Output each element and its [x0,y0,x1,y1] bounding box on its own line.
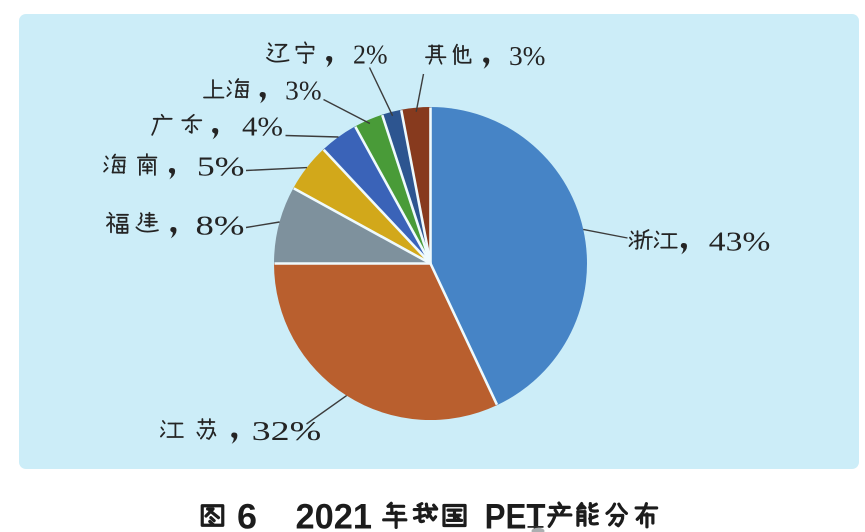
svg-text:3%: 3% [285,76,321,106]
svg-text:2%: 2% [353,40,388,70]
svg-text:43%: 43% [709,227,771,257]
svg-text:4%: 4% [242,112,283,142]
svg-text:8%: 8% [196,211,245,241]
svg-text:32%: 32% [252,416,322,446]
svg-text:6: 6 [237,498,257,532]
svg-text:2021: 2021 [296,498,373,532]
svg-text:3%: 3% [509,41,546,71]
svg-text:5%: 5% [197,152,245,182]
